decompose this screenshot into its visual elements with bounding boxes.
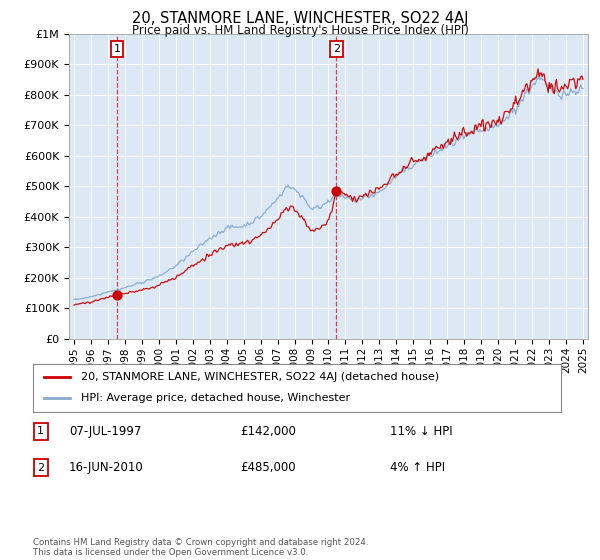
Text: 07-JUL-1997: 07-JUL-1997 (69, 424, 142, 438)
Text: 2: 2 (333, 44, 340, 54)
Text: 2: 2 (37, 463, 44, 473)
Text: £142,000: £142,000 (240, 424, 296, 438)
Text: 4% ↑ HPI: 4% ↑ HPI (390, 461, 445, 474)
Text: 20, STANMORE LANE, WINCHESTER, SO22 4AJ (detached house): 20, STANMORE LANE, WINCHESTER, SO22 4AJ … (80, 372, 439, 382)
Text: Price paid vs. HM Land Registry's House Price Index (HPI): Price paid vs. HM Land Registry's House … (131, 24, 469, 36)
Text: 1: 1 (113, 44, 121, 54)
Text: 1: 1 (37, 426, 44, 436)
Text: 11% ↓ HPI: 11% ↓ HPI (390, 424, 452, 438)
Text: HPI: Average price, detached house, Winchester: HPI: Average price, detached house, Winc… (80, 393, 350, 403)
Text: Contains HM Land Registry data © Crown copyright and database right 2024.
This d: Contains HM Land Registry data © Crown c… (33, 538, 368, 557)
Point (112, 291, 122, 300)
Text: 20, STANMORE LANE, WINCHESTER, SO22 4AJ: 20, STANMORE LANE, WINCHESTER, SO22 4AJ (132, 11, 468, 26)
Point (332, 186, 341, 195)
Text: 16-JUN-2010: 16-JUN-2010 (69, 461, 144, 474)
Text: £485,000: £485,000 (240, 461, 296, 474)
